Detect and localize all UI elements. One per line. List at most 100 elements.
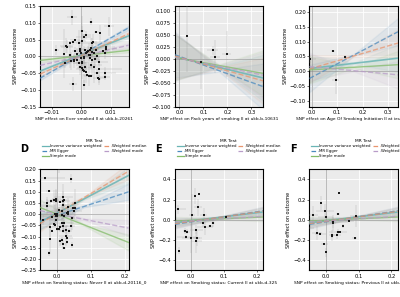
- X-axis label: SNP effect on Smoking status: Current II at ukb-d-325: SNP effect on Smoking status: Current II…: [160, 281, 278, 285]
- Point: [90, 40, 96, 45]
- Point: [61, 246, 68, 250]
- Point: [80, 68, 87, 73]
- Point: [85, 48, 91, 53]
- Y-axis label: SNP effect on outcome: SNP effect on outcome: [286, 192, 291, 248]
- Point: [54, 212, 60, 217]
- Point: [103, 47, 109, 52]
- Point: [77, 64, 83, 69]
- Point: [195, 205, 201, 210]
- Point: [336, 191, 342, 195]
- Text: F: F: [290, 144, 296, 154]
- Point: [60, 223, 66, 228]
- Point: [96, 66, 102, 71]
- Point: [202, 225, 208, 230]
- Point: [184, 229, 190, 234]
- Point: [67, 58, 74, 63]
- Point: [314, 231, 320, 236]
- Point: [58, 220, 65, 225]
- Point: [63, 228, 70, 232]
- X-axis label: SNP effect on Age Of Smoking Initiation II at ieu-b-24: SNP effect on Age Of Smoking Initiation …: [296, 117, 400, 121]
- Point: [222, 214, 229, 219]
- Point: [92, 57, 98, 61]
- Point: [63, 43, 70, 48]
- Y-axis label: SNP effect on outcome: SNP effect on outcome: [151, 192, 156, 248]
- Text: D: D: [20, 144, 28, 154]
- Point: [74, 51, 80, 56]
- Point: [57, 225, 64, 230]
- Point: [56, 208, 62, 212]
- Point: [101, 75, 108, 79]
- Point: [70, 59, 77, 64]
- Point: [71, 200, 78, 205]
- Point: [96, 31, 103, 36]
- Point: [330, 221, 336, 225]
- Point: [307, 57, 314, 62]
- Point: [70, 209, 77, 214]
- Point: [93, 48, 99, 53]
- Point: [285, 56, 291, 60]
- Point: [321, 241, 328, 246]
- Point: [305, 225, 311, 230]
- Point: [318, 200, 324, 205]
- Point: [52, 211, 58, 216]
- Point: [323, 250, 330, 255]
- Point: [334, 230, 341, 234]
- Point: [207, 224, 214, 228]
- Point: [193, 227, 200, 232]
- Point: [49, 215, 55, 220]
- X-axis label: SNP effect on Smoking status: Never II at ukb-d-20116_0: SNP effect on Smoking status: Never II a…: [22, 281, 146, 285]
- Point: [94, 71, 100, 76]
- Point: [70, 81, 76, 86]
- Point: [88, 40, 95, 45]
- Point: [167, 206, 174, 211]
- Point: [71, 57, 77, 62]
- Point: [68, 243, 75, 247]
- Point: [88, 63, 94, 68]
- Legend: Inverse variance weighted, MR Egger, Simple mode, Weighted median, Weighted mode: Inverse variance weighted, MR Egger, Sim…: [311, 139, 400, 158]
- Point: [84, 50, 90, 54]
- Point: [58, 213, 65, 218]
- Point: [65, 211, 71, 216]
- Point: [102, 51, 108, 56]
- Point: [51, 197, 58, 202]
- Point: [210, 221, 216, 225]
- Point: [47, 237, 54, 242]
- Point: [46, 188, 52, 193]
- Point: [64, 45, 70, 49]
- Point: [60, 224, 66, 228]
- Point: [86, 53, 93, 58]
- Y-axis label: SNP effect on outcome: SNP effect on outcome: [13, 192, 18, 248]
- Point: [62, 60, 68, 65]
- Point: [196, 191, 202, 196]
- Point: [61, 198, 67, 203]
- Y-axis label: SNP effect on outcome: SNP effect on outcome: [145, 28, 150, 84]
- Legend: Inverse variance weighted, MR Egger, Simple mode, Weighted median, Weighted mode: Inverse variance weighted, MR Egger, Sim…: [177, 139, 281, 158]
- Point: [76, 40, 82, 45]
- Point: [188, 236, 194, 241]
- Point: [53, 196, 60, 201]
- Point: [77, 46, 83, 51]
- Point: [47, 225, 53, 230]
- Point: [87, 47, 93, 52]
- Point: [333, 78, 339, 82]
- Point: [66, 41, 73, 46]
- Point: [194, 236, 200, 241]
- Point: [90, 64, 97, 69]
- Point: [46, 251, 52, 256]
- Point: [176, 248, 182, 253]
- Point: [189, 212, 195, 217]
- Point: [322, 214, 329, 219]
- Point: [59, 208, 65, 213]
- Point: [81, 56, 88, 60]
- Point: [328, 234, 335, 239]
- Point: [64, 240, 70, 245]
- Point: [64, 236, 70, 241]
- Point: [88, 50, 95, 54]
- Point: [317, 231, 324, 236]
- Point: [76, 48, 83, 53]
- Point: [96, 60, 103, 65]
- Point: [70, 40, 76, 45]
- Point: [182, 229, 188, 233]
- Point: [86, 55, 93, 60]
- Point: [60, 228, 66, 233]
